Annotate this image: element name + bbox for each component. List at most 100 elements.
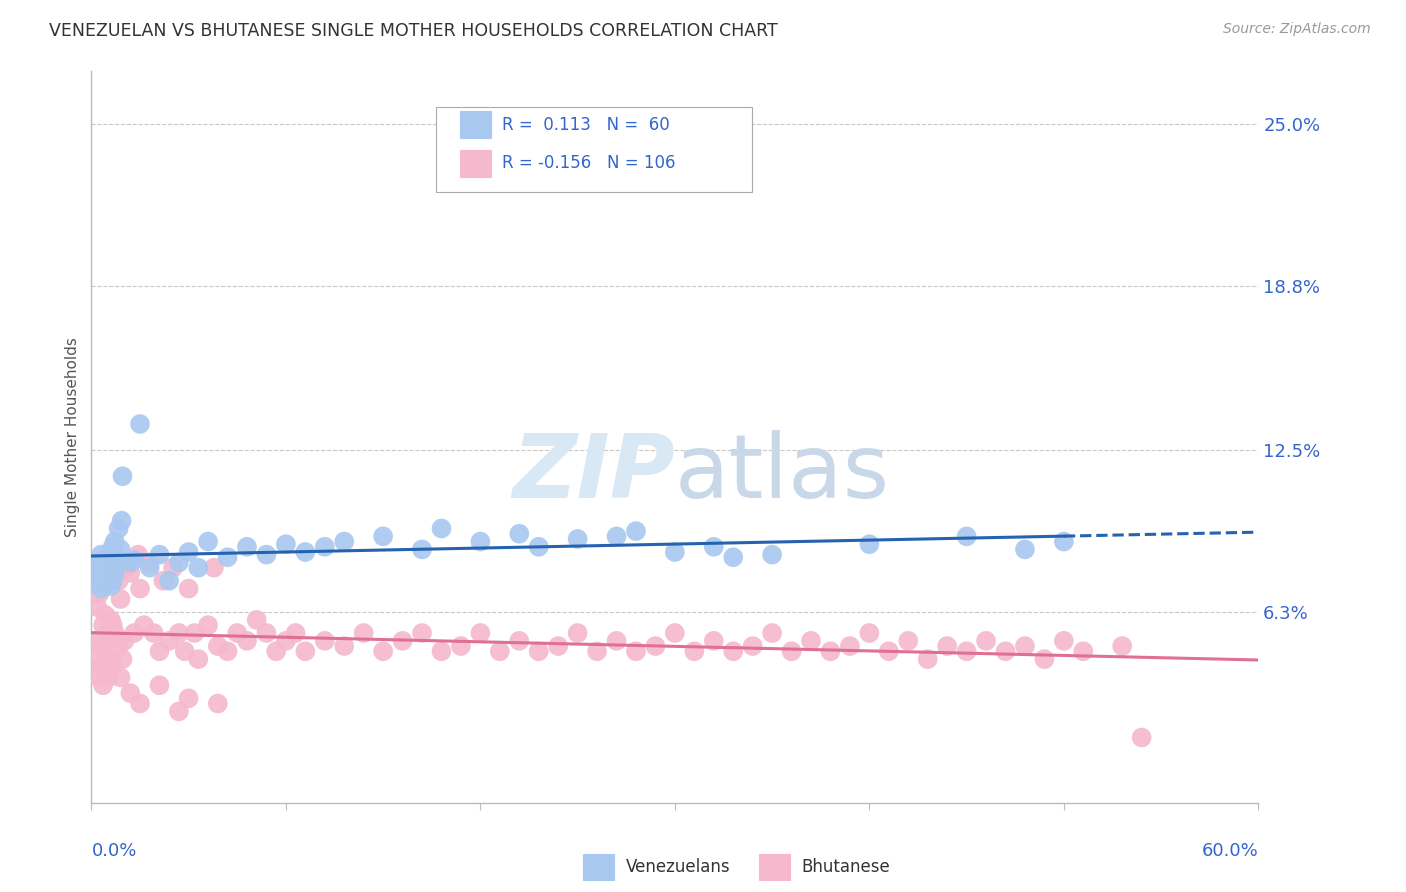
Text: VENEZUELAN VS BHUTANESE SINGLE MOTHER HOUSEHOLDS CORRELATION CHART: VENEZUELAN VS BHUTANESE SINGLE MOTHER HO… — [49, 22, 778, 40]
Point — [236, 540, 259, 554]
Text: Venezuelans: Venezuelans — [626, 858, 730, 876]
Point — [148, 678, 170, 692]
Point — [207, 697, 229, 711]
Point — [91, 618, 114, 632]
Point — [104, 566, 127, 580]
Point — [86, 556, 108, 570]
Point — [84, 566, 107, 580]
Point — [974, 633, 997, 648]
Point — [527, 540, 550, 554]
Point — [142, 626, 165, 640]
Point — [97, 670, 120, 684]
Point — [207, 639, 229, 653]
Point — [236, 633, 259, 648]
Point — [101, 574, 124, 588]
Text: Source: ZipAtlas.com: Source: ZipAtlas.com — [1223, 22, 1371, 37]
Point — [89, 587, 111, 601]
Point — [87, 560, 110, 574]
Text: R =  0.113   N =  60: R = 0.113 N = 60 — [502, 116, 669, 134]
Point — [110, 542, 132, 557]
Point — [202, 560, 225, 574]
Point — [132, 618, 155, 632]
Point — [101, 540, 124, 554]
Point — [450, 639, 472, 653]
Point — [353, 626, 375, 640]
Point — [567, 626, 589, 640]
Point — [101, 618, 124, 632]
Point — [173, 644, 195, 658]
Point — [820, 644, 842, 658]
Point — [508, 633, 530, 648]
Point — [1053, 534, 1076, 549]
Point — [470, 626, 492, 640]
Point — [470, 534, 492, 549]
Point — [177, 691, 200, 706]
Point — [167, 705, 190, 719]
Point — [157, 574, 180, 588]
Point — [664, 545, 686, 559]
Point — [115, 560, 138, 574]
Point — [333, 639, 356, 653]
Point — [177, 545, 200, 559]
Point — [274, 633, 297, 648]
Point — [127, 548, 149, 562]
Point — [96, 558, 118, 573]
Point — [956, 529, 979, 543]
Point — [86, 599, 108, 614]
Text: ZIP: ZIP — [512, 430, 675, 517]
Point — [122, 626, 145, 640]
Point — [605, 633, 627, 648]
Text: atlas: atlas — [675, 430, 890, 517]
Point — [683, 644, 706, 658]
Point — [489, 644, 512, 658]
Point — [120, 566, 142, 580]
Point — [371, 529, 394, 543]
Point — [333, 534, 356, 549]
Point — [411, 542, 433, 557]
Point — [152, 574, 174, 588]
Point — [1073, 644, 1095, 658]
Point — [371, 644, 394, 658]
Point — [936, 639, 959, 653]
Point — [110, 592, 132, 607]
Point — [94, 644, 117, 658]
Point — [187, 560, 209, 574]
Point — [107, 639, 129, 653]
Point — [917, 652, 939, 666]
Point — [183, 626, 205, 640]
Point — [411, 626, 433, 640]
Point — [605, 529, 627, 543]
Point — [197, 534, 219, 549]
Point — [217, 550, 239, 565]
Point — [1033, 652, 1056, 666]
Point — [162, 560, 184, 574]
Point — [1014, 542, 1036, 557]
Point — [264, 644, 287, 658]
Point — [122, 553, 145, 567]
Point — [761, 626, 783, 640]
Point — [226, 626, 249, 640]
Point — [294, 545, 316, 559]
Point — [96, 576, 118, 591]
Point — [97, 568, 120, 582]
Point — [107, 521, 129, 535]
Point — [703, 540, 725, 554]
Point — [86, 652, 108, 666]
Point — [314, 633, 336, 648]
Point — [129, 417, 152, 431]
Point — [586, 644, 609, 658]
Point — [105, 553, 128, 567]
Point — [107, 574, 129, 588]
Point — [703, 633, 725, 648]
Point — [100, 545, 122, 559]
Point — [1111, 639, 1133, 653]
Point — [90, 582, 112, 596]
Point — [780, 644, 803, 658]
Point — [664, 626, 686, 640]
Point — [274, 537, 297, 551]
Point — [217, 644, 239, 658]
Point — [177, 582, 200, 596]
Point — [101, 660, 124, 674]
Point — [167, 556, 190, 570]
Point — [129, 697, 152, 711]
